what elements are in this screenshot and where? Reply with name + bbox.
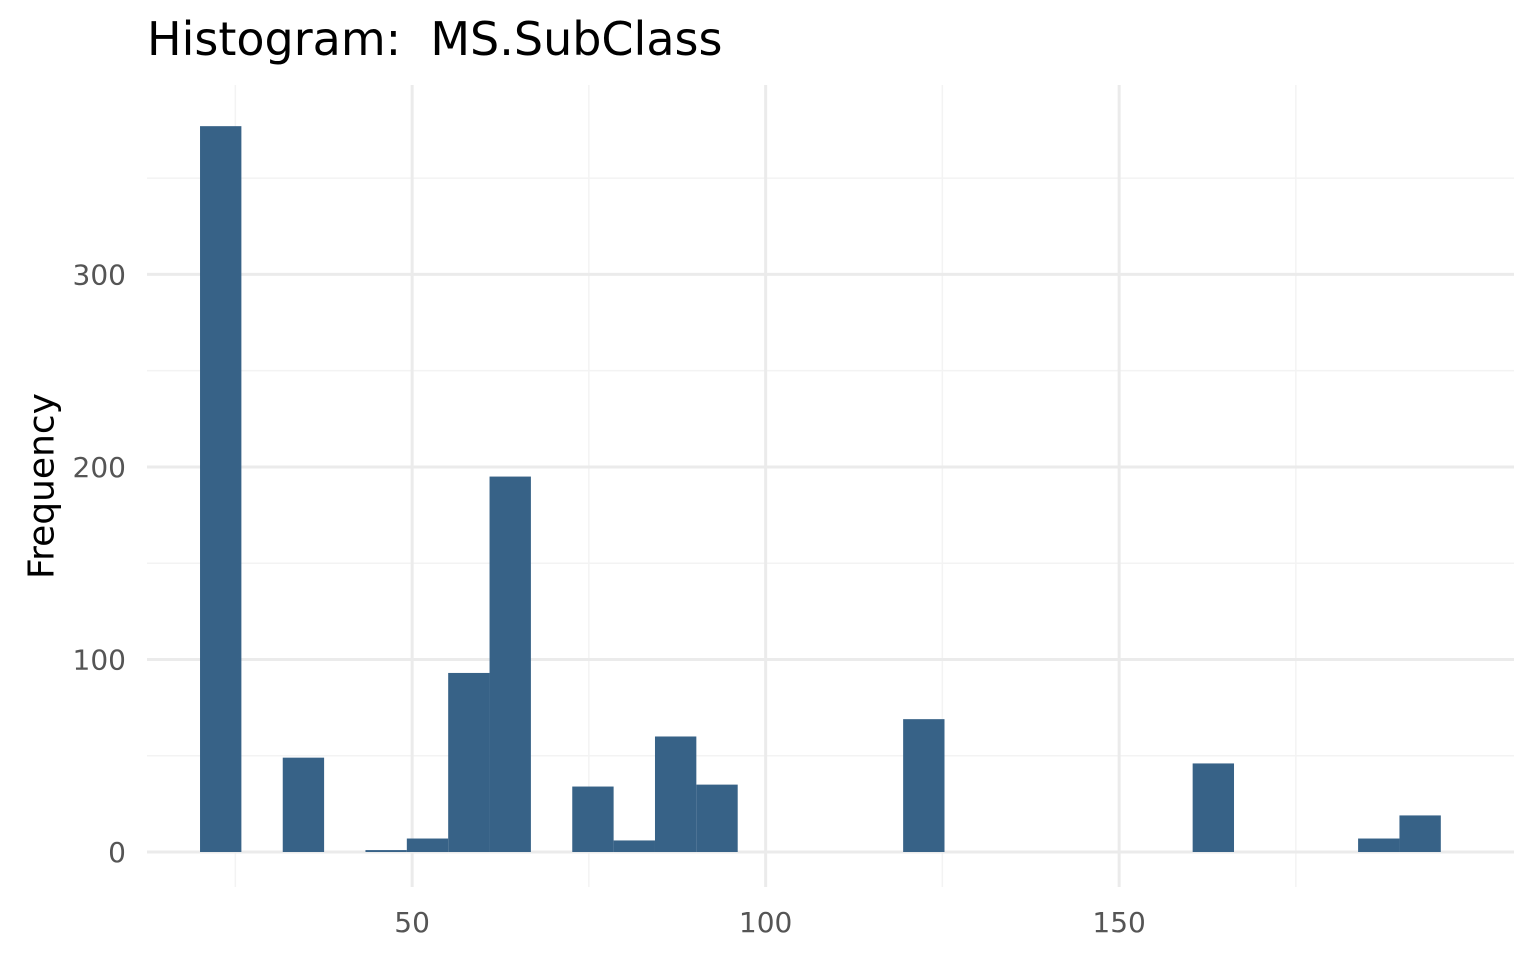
histogram-bars	[200, 126, 1441, 852]
histogram-bar	[365, 850, 407, 852]
histogram-bar	[1399, 815, 1441, 852]
histogram-bar	[696, 784, 738, 852]
y-tick-label: 300	[73, 258, 126, 291]
x-tick-label: 50	[394, 906, 430, 939]
histogram-bar	[200, 126, 242, 852]
y-tick-label: 0	[108, 836, 126, 869]
y-tick-label: 200	[73, 451, 126, 484]
histogram-bar	[572, 786, 614, 852]
histogram-bar	[903, 719, 945, 852]
histogram-bar	[282, 757, 325, 852]
histogram-bar	[613, 840, 655, 852]
histogram-bar	[1358, 838, 1400, 852]
y-tick-labels: 0 100 200 300	[73, 258, 126, 869]
histogram-bar	[406, 838, 449, 852]
histogram-bar	[489, 476, 531, 852]
x-tick-labels: 50 100 150	[394, 906, 1146, 939]
histogram-bar	[1192, 763, 1235, 852]
grid-lines	[147, 85, 1514, 887]
histogram-bar	[448, 672, 490, 852]
x-tick-label: 150	[1092, 906, 1145, 939]
x-tick-label: 100	[739, 906, 792, 939]
y-tick-label: 100	[73, 643, 126, 676]
histogram-bar	[654, 736, 697, 852]
chart-title: Histogram: MS.SubClass	[147, 12, 723, 66]
